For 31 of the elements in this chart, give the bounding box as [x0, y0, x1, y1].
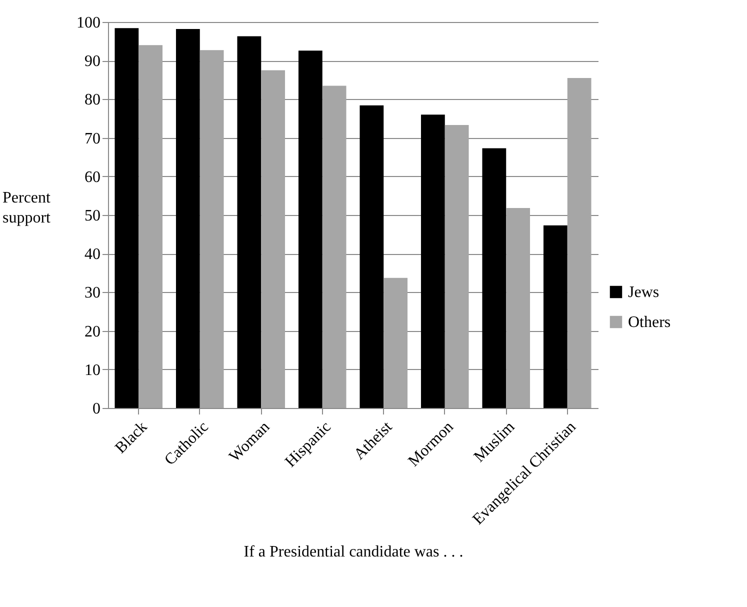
y-tick-label: 30: [84, 284, 100, 302]
bar: [200, 50, 224, 408]
bar: [543, 225, 568, 408]
y-tick-label: 50: [84, 208, 100, 224]
bar: [237, 36, 262, 408]
bar: [482, 148, 506, 408]
bar: [506, 208, 530, 408]
bar: [298, 50, 322, 408]
y-tick-label: 20: [84, 323, 100, 340]
x-axis-title: If a Presidential candidate was . . .: [244, 544, 464, 561]
bar: [138, 45, 163, 408]
y-tick-label: 60: [84, 168, 100, 186]
bar: [176, 28, 200, 408]
legend-label: Jews: [628, 284, 660, 301]
y-tick-label: 0: [92, 400, 100, 418]
bar: [114, 28, 139, 408]
y-tick-label: 80: [84, 92, 100, 109]
bar: [420, 114, 445, 408]
legend-label: Others: [628, 314, 671, 331]
bar: [322, 86, 346, 408]
y-tick-label: 40: [84, 246, 100, 264]
bar: [261, 70, 286, 408]
y-tick-label: 10: [84, 362, 100, 379]
y-tick-label: 90: [84, 53, 100, 70]
y-tick-label: 70: [84, 130, 100, 148]
bar: [444, 125, 469, 408]
y-axis-title: Percent support: [2, 190, 52, 226]
bar: [384, 278, 408, 408]
y-tick-label: 100: [76, 14, 100, 32]
bar: [360, 105, 384, 408]
bar: [567, 78, 592, 408]
